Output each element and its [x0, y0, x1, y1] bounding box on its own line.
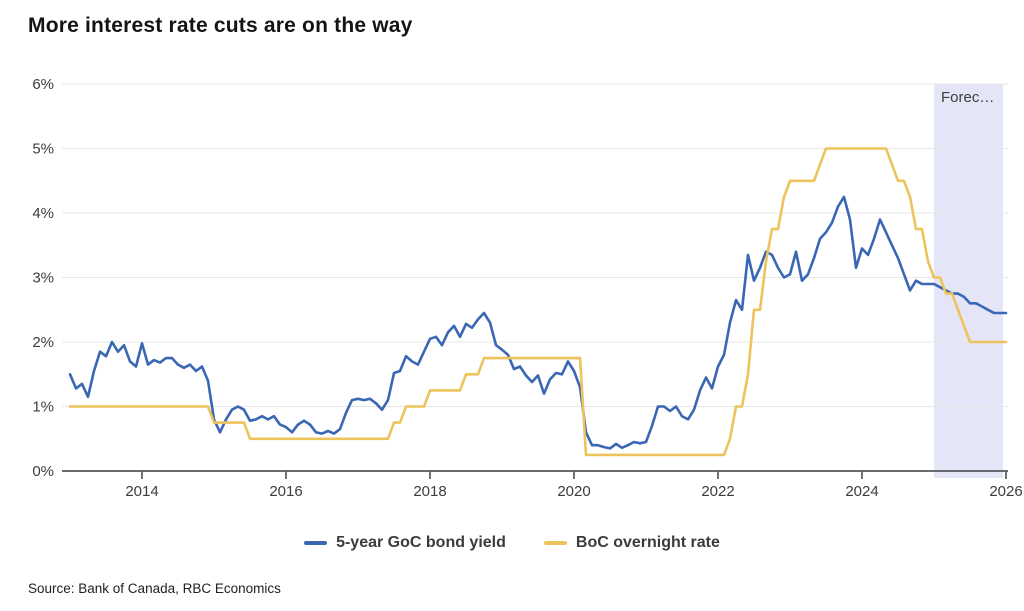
bond-yield-line [68, 195, 1008, 450]
y-axis-tick-label: 2% [32, 334, 54, 351]
x-axis-tick-label: 2014 [125, 483, 158, 500]
legend-label-overnight-rate: BoC overnight rate [575, 534, 720, 551]
overnight-rate-line [68, 147, 1008, 457]
y-axis-tick-label: 1% [32, 399, 54, 416]
x-axis-tick-label: 2020 [557, 483, 590, 500]
x-axis-tick-label: 2018 [413, 483, 446, 500]
x-axis-tick-label: 2026 [989, 483, 1022, 500]
x-axis-tick-label: 2022 [701, 483, 734, 500]
overnight-rate-swatch-icon [543, 541, 567, 545]
chart-title: More interest rate cuts are on the way [28, 14, 413, 37]
x-axis-tick-label: 2016 [269, 483, 302, 500]
forecast-band [934, 84, 1003, 478]
y-axis-tick-label: 4% [32, 205, 54, 222]
source-note: Source: Bank of Canada, RBC Economics [28, 581, 281, 596]
legend: 5-year GoC bond yield BoC overnight rate [0, 534, 1024, 552]
legend-item-overnight-rate: BoC overnight rate [543, 534, 720, 552]
legend-label-bond-yield: 5-year GoC bond yield [336, 534, 506, 551]
y-axis-tick-label: 3% [32, 270, 54, 287]
legend-item-bond-yield: 5-year GoC bond yield [304, 534, 506, 552]
y-axis-tick-label: 0% [32, 463, 54, 480]
forecast-label: Forec… [941, 89, 994, 106]
x-axis-tick-label: 2024 [845, 483, 878, 500]
bond-yield-swatch-icon [304, 541, 328, 545]
y-axis-tick-label: 5% [32, 141, 54, 158]
y-axis-tick-label: 6% [32, 76, 54, 93]
